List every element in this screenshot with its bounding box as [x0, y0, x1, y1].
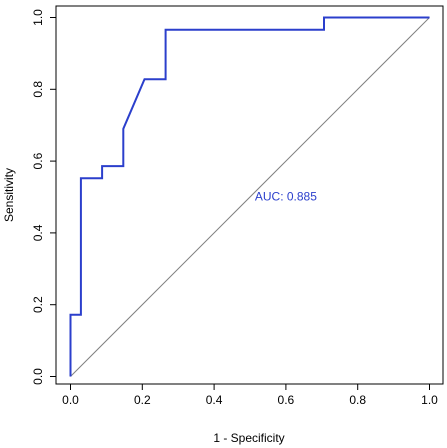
- y-tick-label: 0.6: [31, 152, 45, 169]
- x-tick-label: 0.6: [278, 393, 295, 407]
- roc-curve: [69, 16, 430, 377]
- reference-diagonal: [70, 17, 430, 377]
- y-axis: 0.0 0.2 0.4 0.6 0.8 1.0: [31, 9, 57, 385]
- x-tick-label: 0.8: [349, 393, 366, 407]
- x-tick-label: 0.0: [62, 393, 79, 407]
- y-tick-label: 0.0: [31, 368, 45, 385]
- y-tick-label: 0.8: [31, 81, 45, 98]
- x-tick-label: 0.2: [134, 393, 151, 407]
- y-tick-label: 1.0: [31, 9, 45, 26]
- x-tick-label: 1.0: [421, 393, 438, 407]
- y-tick-label: 0.2: [31, 296, 45, 313]
- y-axis-title: Sensitivity: [2, 168, 16, 222]
- auc-annotation: AUC: 0.885: [255, 190, 317, 204]
- x-axis: 0.0 0.2 0.4 0.6 0.8 1.0: [62, 383, 438, 407]
- y-tick-label: 0.4: [31, 224, 45, 241]
- x-axis-title: 1 - Specificity: [213, 431, 284, 445]
- x-tick-label: 0.4: [206, 393, 223, 407]
